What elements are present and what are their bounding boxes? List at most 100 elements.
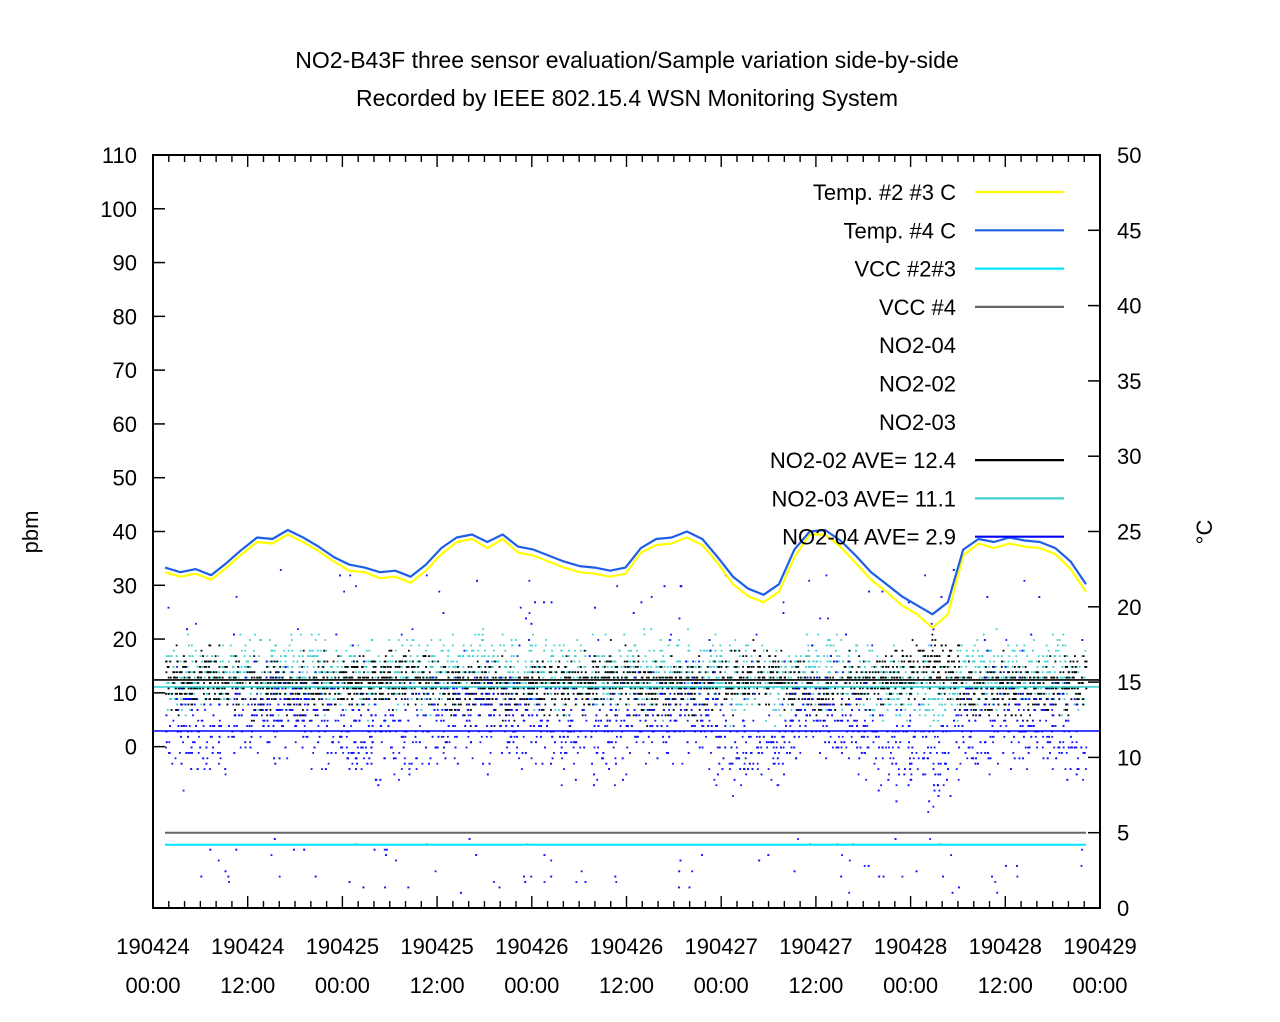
data-point [734, 709, 737, 711]
data-point [455, 666, 457, 668]
data-point [182, 655, 185, 657]
data-point [487, 682, 489, 684]
data-point [275, 644, 277, 647]
data-point [938, 692, 941, 695]
data-point [397, 703, 399, 706]
data-point [1008, 676, 1011, 679]
data-point [259, 692, 262, 695]
data-point [419, 682, 422, 684]
data-point [607, 671, 609, 674]
data-point [369, 682, 372, 684]
data-point [273, 692, 275, 695]
data-point [632, 666, 635, 668]
data-point [1034, 703, 1036, 706]
data-point [980, 660, 982, 663]
data-point [417, 671, 420, 674]
data-point [1059, 660, 1062, 663]
data-point [327, 687, 330, 690]
data-point [639, 671, 642, 674]
data-point [1066, 666, 1069, 668]
data-point [318, 671, 321, 674]
data-point [326, 709, 328, 711]
data-point [898, 682, 901, 684]
data-point [471, 655, 474, 657]
data-point [470, 666, 473, 668]
data-point [994, 671, 997, 674]
data-point [488, 671, 490, 674]
data-point [836, 633, 838, 636]
data-point [557, 666, 559, 668]
data-point [357, 692, 360, 695]
data-point [842, 660, 845, 663]
data-point [396, 666, 399, 668]
data-point [931, 639, 934, 641]
data-point [278, 682, 281, 684]
data-point [753, 698, 756, 700]
data-point [365, 649, 368, 652]
data-point [470, 709, 472, 711]
data-point [378, 687, 381, 690]
data-point [593, 698, 596, 700]
data-point [680, 687, 683, 690]
data-point [245, 660, 248, 663]
data-point [590, 676, 593, 679]
data-point [634, 644, 637, 647]
data-point [627, 649, 630, 652]
data-point [528, 649, 531, 652]
data-point [1045, 676, 1048, 679]
data-point [342, 682, 344, 684]
data-point [823, 655, 825, 657]
data-point [342, 660, 345, 663]
data-point [262, 682, 265, 684]
data-point [229, 644, 232, 647]
data-point [986, 671, 989, 674]
data-point [1040, 692, 1043, 695]
data-point [774, 655, 777, 657]
data-point [955, 682, 957, 684]
data-point [777, 660, 780, 663]
data-point [794, 660, 797, 663]
data-point [922, 671, 925, 674]
data-point [932, 719, 935, 722]
data-point [1080, 676, 1083, 679]
data-point [209, 660, 212, 663]
data-point [654, 698, 656, 700]
data-point [372, 687, 375, 690]
data-point [571, 671, 574, 674]
data-point [488, 666, 491, 668]
data-point [322, 676, 325, 679]
data-point [175, 655, 178, 657]
data-point [531, 644, 533, 647]
data-point [703, 703, 705, 706]
data-point [608, 660, 610, 663]
data-point [925, 671, 928, 674]
data-point [653, 692, 655, 695]
data-point [594, 682, 597, 684]
data-point [377, 682, 380, 684]
data-point [171, 692, 173, 695]
data-point [838, 655, 841, 657]
data-point [528, 671, 531, 674]
data-point [1061, 714, 1063, 717]
data-point [645, 676, 648, 679]
data-point [602, 692, 605, 695]
data-point [610, 671, 613, 674]
data-point [803, 671, 805, 674]
data-point [510, 698, 513, 700]
data-point [192, 687, 194, 690]
data-point [638, 692, 641, 695]
data-point [574, 682, 577, 684]
data-point [712, 671, 715, 674]
data-point [819, 660, 822, 663]
data-point [927, 676, 930, 679]
data-point [756, 687, 759, 690]
data-point [314, 714, 317, 717]
data-point [1043, 676, 1046, 679]
data-point [696, 719, 699, 722]
data-point [279, 660, 282, 663]
data-point [397, 687, 400, 690]
data-point [888, 703, 890, 706]
data-point [783, 698, 785, 700]
data-point [848, 649, 851, 652]
data-point [727, 692, 729, 695]
